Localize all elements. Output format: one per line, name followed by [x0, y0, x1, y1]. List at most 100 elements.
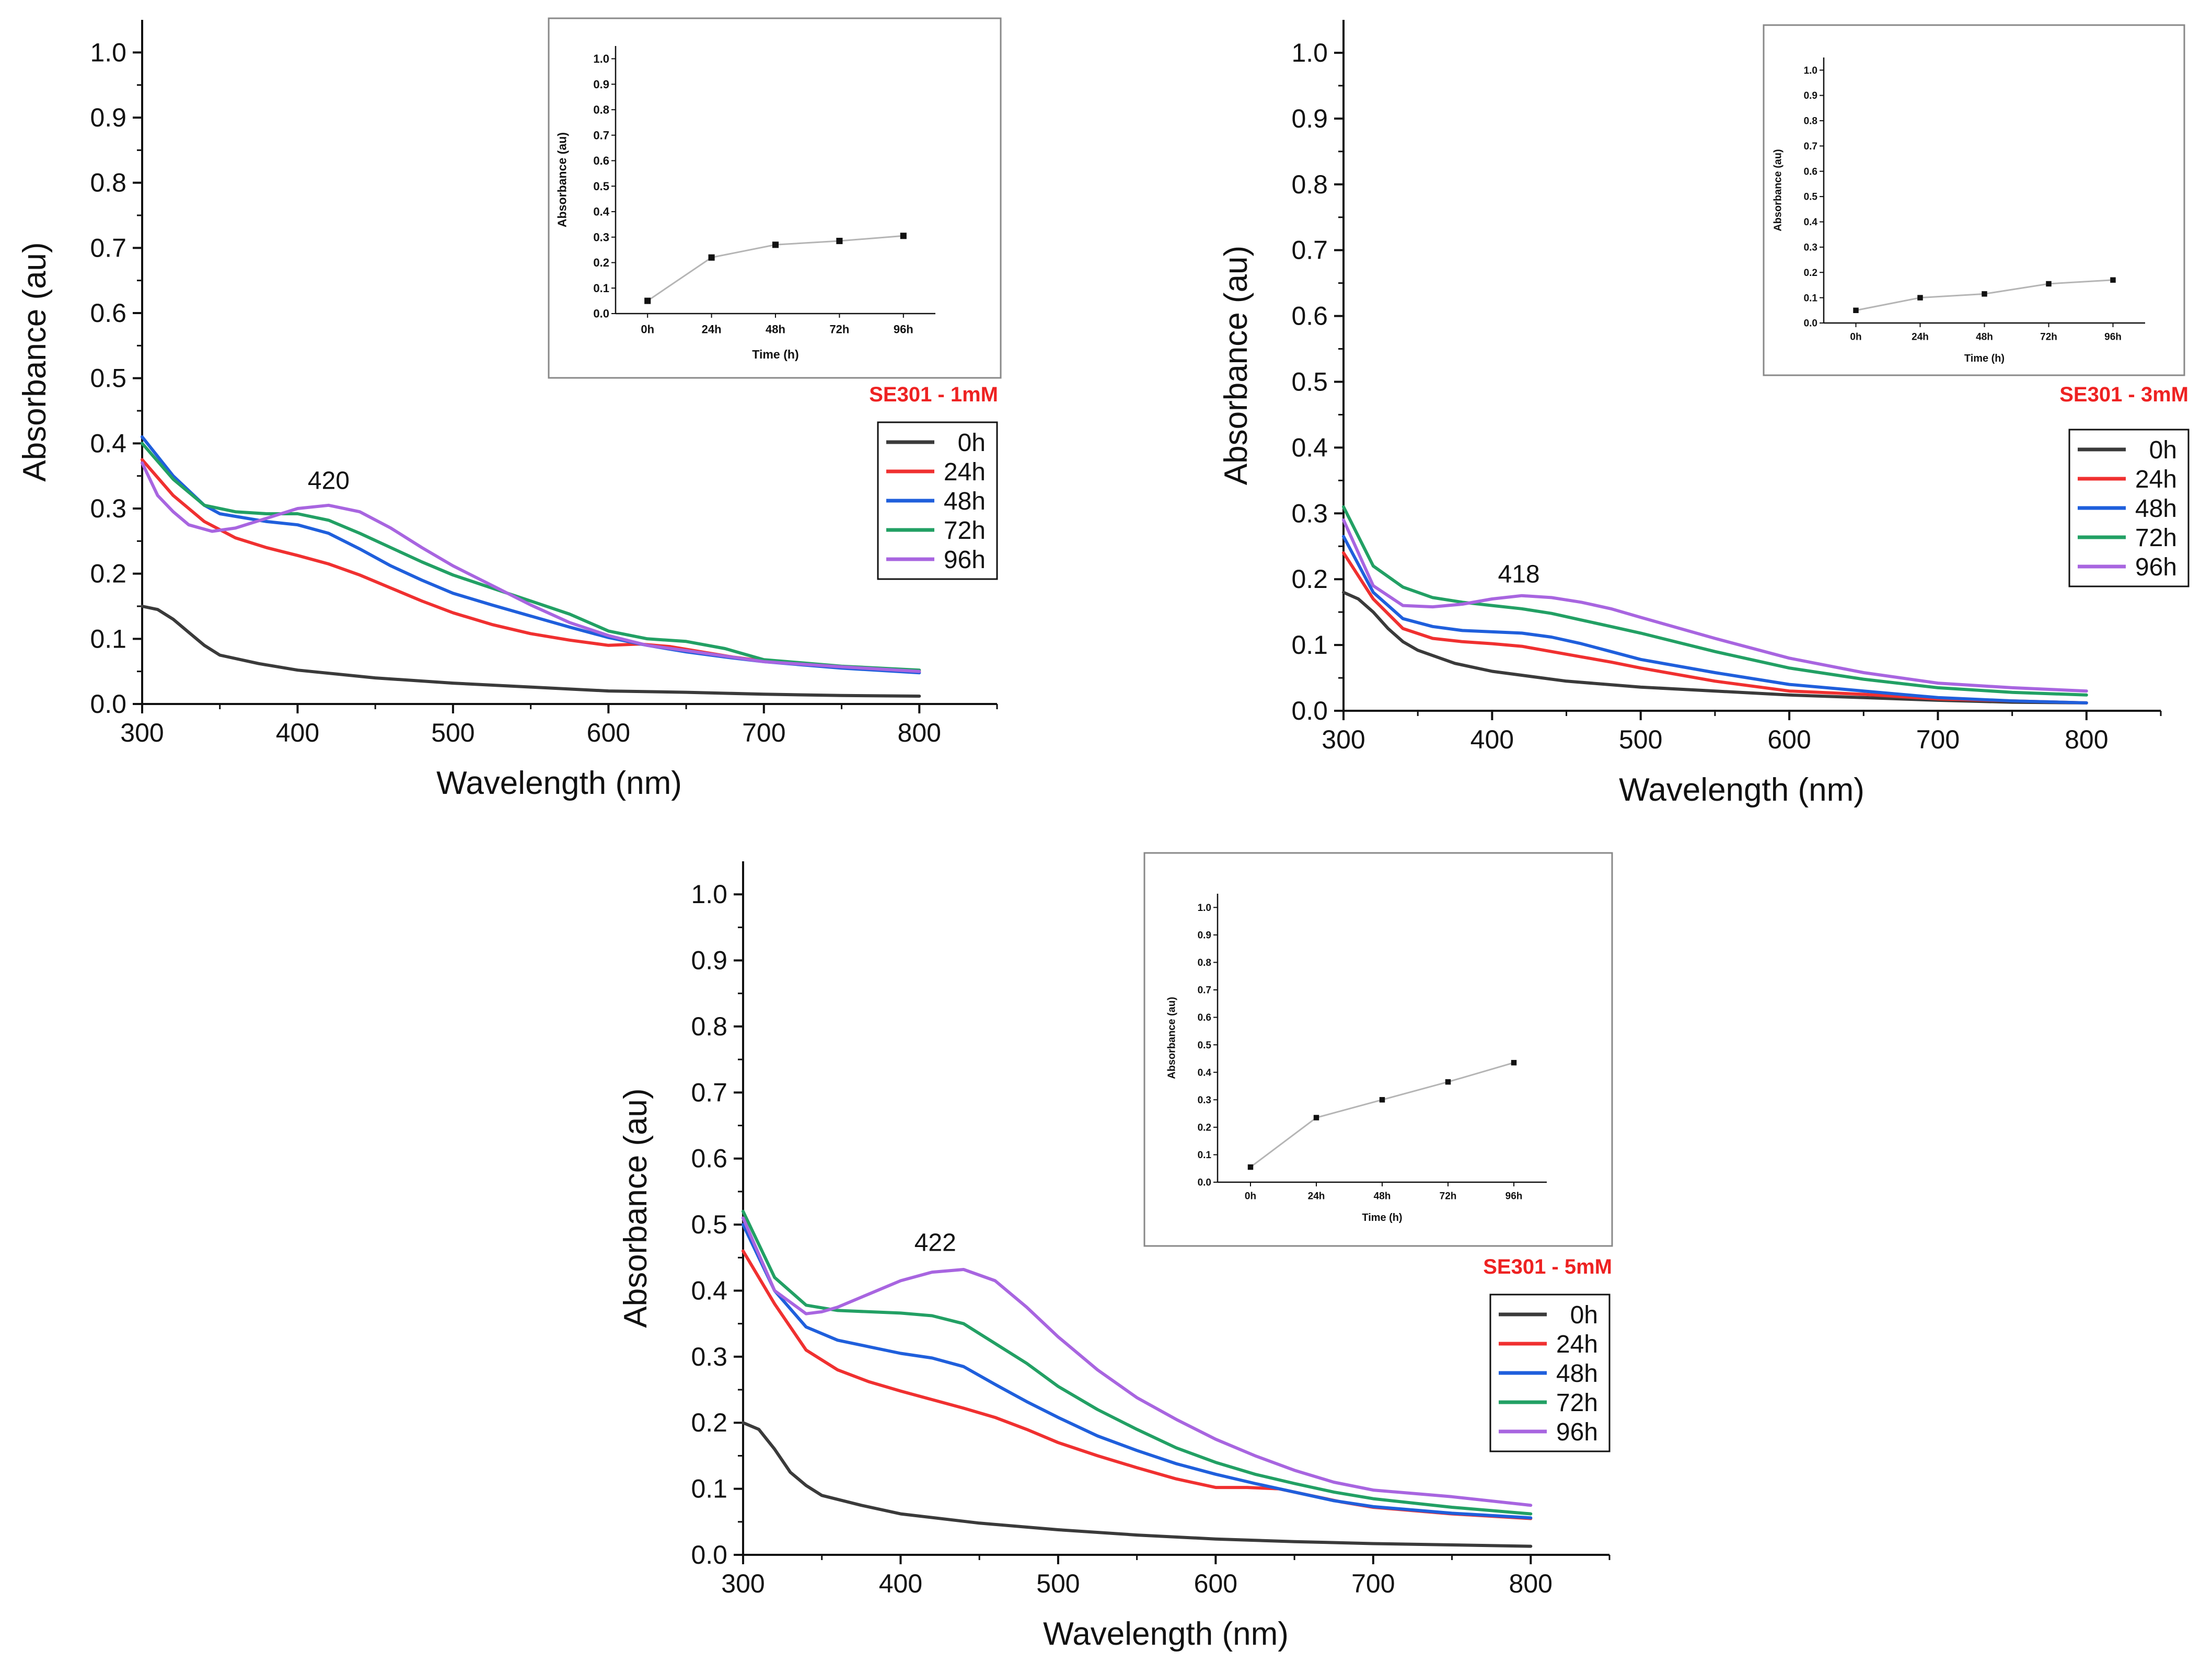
inset-y-axis-label: Absorbance (au) [1166, 997, 1177, 1079]
y-tick-label: 0.2 [691, 1408, 727, 1437]
inset-y-tick-label: 0.0 [593, 307, 609, 320]
x-tick-label: 500 [431, 718, 474, 747]
y-tick-label: 0.7 [691, 1078, 727, 1107]
series-line-0h [1342, 591, 2088, 705]
x-tick-label: 700 [742, 718, 785, 747]
series-line-48h [742, 1223, 1533, 1520]
chart-panel-1: 0.0 0.1 0.2 0.3 0.4 0.5 0.6 0.7 0.8 0.9 1.0 300 400 5… [17, 17, 1002, 801]
inset-x-tick-label: 96h [1505, 1191, 1523, 1202]
legend-entry: 48h [1556, 1360, 1598, 1388]
legend-entry: 72h [944, 517, 986, 545]
inset-point-24h [1917, 295, 1923, 301]
legend-entry: 48h [2135, 495, 2177, 523]
inset-x-tick-label: 96h [2104, 331, 2122, 342]
inset-frame [1763, 24, 2185, 376]
inset-x-axis-label: Time (h) [752, 348, 798, 361]
inset-y-tick-label: 0.8 [1198, 957, 1211, 968]
x-tick-label: 400 [1470, 725, 1514, 754]
peak-annotation: 418 [1498, 560, 1540, 588]
x-tick-label: 400 [276, 718, 319, 747]
inset-y-tick-label: 0.9 [1198, 930, 1211, 941]
series-line-24h [1342, 551, 2088, 705]
inset-y-tick-label: 0.2 [593, 256, 609, 269]
series-line-0h [141, 605, 921, 698]
y-axis-label: Absorbance (au) [1218, 246, 1254, 485]
x-tick-label: 600 [1767, 725, 1811, 754]
x-tick-label: 800 [898, 718, 941, 747]
series-line-96h [1342, 518, 2088, 693]
y-tick-label: 0.8 [1291, 170, 1328, 199]
x-tick-label: 600 [1194, 1569, 1237, 1598]
inset-x-tick-label: 24h [702, 322, 722, 336]
x-tick-label: 500 [1619, 725, 1662, 754]
x-tick-label: 500 [1036, 1569, 1080, 1598]
inset-x-tick-label: 72h [829, 322, 849, 336]
inset-chart: 0.0 0.1 0.2 0.3 0.4 0.5 0.6 0.7 0.8 0.9 1.0 0h 24h 48… [1143, 852, 1613, 1247]
y-tick-label: 0.0 [691, 1540, 727, 1569]
inset-x-tick-label: 48h [766, 322, 785, 336]
series-line-72h [742, 1209, 1533, 1516]
legend-entry: 96h [1556, 1418, 1598, 1446]
legend-entry: 0h [958, 429, 986, 457]
inset-y-tick-label: 0.7 [1804, 141, 1817, 152]
inset-frame [1143, 852, 1613, 1247]
legend-entry: 24h [1556, 1331, 1598, 1358]
inset-point-96h [2110, 277, 2116, 283]
inset-chart: 0.0 0.1 0.2 0.3 0.4 0.5 0.6 0.7 0.8 0.9 1.0 0h 24h 48… [548, 17, 1002, 379]
y-axis-label: Absorbance (au) [618, 1088, 654, 1327]
inset-x-tick-label: 24h [1912, 331, 1929, 342]
series-line-48h [141, 435, 921, 675]
x-tick-label: 700 [1916, 725, 1960, 754]
inset-frame [548, 17, 1002, 379]
y-tick-label: 0.3 [90, 494, 126, 523]
inset-y-tick-label: 0.2 [1198, 1123, 1211, 1134]
inset-y-tick-label: 0.4 [1804, 217, 1818, 228]
inset-y-tick-label: 0.1 [1804, 293, 1818, 304]
y-tick-label: 0.8 [90, 168, 126, 198]
inset-y-tick-label: 0.1 [593, 282, 609, 295]
legend-entry: 24h [944, 458, 986, 486]
x-tick-label: 400 [879, 1569, 922, 1598]
y-axis-label: Absorbance (au) [17, 242, 53, 481]
legend-entry: 72h [1556, 1389, 1598, 1417]
inset-y-tick-label: 0.3 [1198, 1095, 1211, 1106]
inset-y-tick-label: 0.8 [1804, 116, 1817, 127]
inset-point-48h [1379, 1097, 1385, 1103]
x-tick-label: 800 [2065, 725, 2108, 754]
legend-entry: 48h [944, 488, 986, 515]
inset-x-axis-label: Time (h) [1964, 353, 2005, 364]
inset-y-tick-label: 0.5 [1804, 192, 1818, 203]
series-line-24h [742, 1249, 1533, 1520]
y-tick-label: 0.0 [1291, 696, 1328, 725]
inset-y-tick-label: 1.0 [1198, 903, 1211, 914]
x-tick-label: 600 [587, 718, 630, 747]
y-tick-label: 0.4 [90, 429, 126, 458]
y-tick-label: 0.1 [1291, 630, 1328, 660]
y-tick-label: 0.3 [691, 1342, 727, 1371]
inset-point-72h [836, 237, 843, 245]
inset-y-tick-label: 0.3 [1804, 243, 1817, 253]
inset-y-axis-label: Absorbance (au) [1772, 149, 1784, 231]
y-tick-label: 0.2 [1291, 564, 1328, 594]
inset-y-tick-label: 0.8 [593, 103, 609, 117]
legend-entry: 0h [2149, 436, 2177, 464]
series-line-96h [141, 461, 921, 673]
series-line-72h [1342, 505, 2088, 697]
y-tick-label: 0.7 [1291, 236, 1328, 265]
y-tick-label: 0.5 [1291, 367, 1328, 396]
inset-point-24h [708, 254, 715, 261]
inset-y-tick-label: 0.4 [1198, 1067, 1212, 1078]
inset-y-tick-label: 0.3 [593, 230, 609, 244]
inset-point-96h [1511, 1060, 1517, 1066]
inset-y-tick-label: 0.9 [593, 78, 609, 91]
inset-y-tick-label: 1.0 [1804, 65, 1817, 76]
inset-point-0h [1247, 1164, 1254, 1170]
inset-point-72h [2046, 281, 2052, 287]
y-tick-label: 0.4 [1291, 433, 1328, 462]
x-tick-label: 700 [1351, 1569, 1395, 1598]
inset-point-48h [1982, 291, 1987, 297]
